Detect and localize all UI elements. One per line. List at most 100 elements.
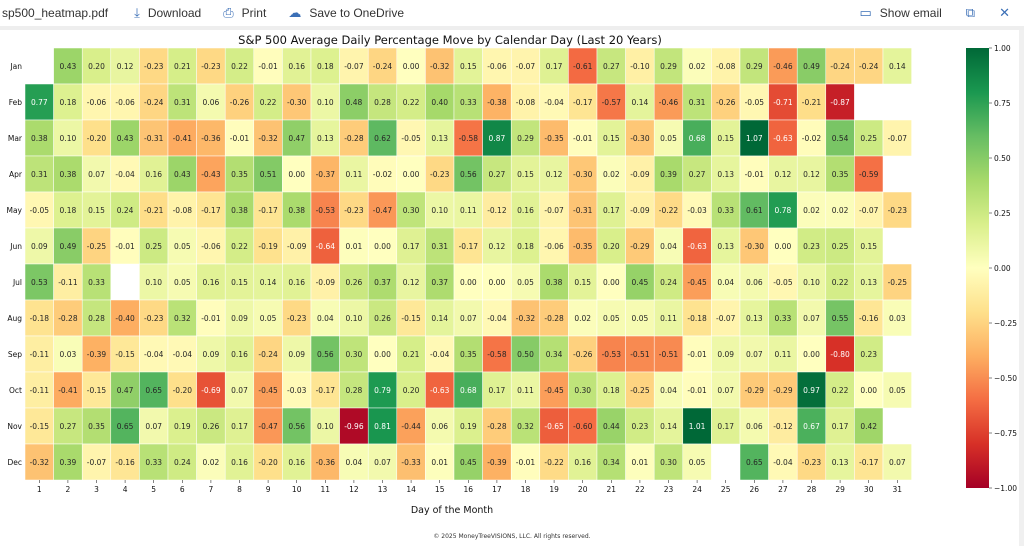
cell-value-label: -0.12 <box>487 206 507 215</box>
cell-value-label: 0.24 <box>174 458 191 467</box>
cell-value-label: 0.56 <box>288 422 305 431</box>
cell-value-label: 0.27 <box>60 422 77 431</box>
heatmap-cell <box>768 299 798 337</box>
show-email-button[interactable]: ▭ Show email <box>859 5 941 21</box>
heatmap-cell <box>253 119 283 157</box>
heatmap-cell <box>196 407 226 445</box>
cell-value-label: -0.01 <box>115 242 135 251</box>
cell-value-label: 0.10 <box>317 98 334 107</box>
cell-value-label: -0.24 <box>144 98 164 107</box>
heatmap-cell <box>339 119 369 157</box>
heatmap-cell <box>568 47 598 85</box>
cell-value-label: 0.51 <box>260 170 277 179</box>
cell-value-label: 0.22 <box>260 98 277 107</box>
heatmap-cell <box>339 47 369 85</box>
heatmap-cell <box>739 335 769 373</box>
heatmap-cell <box>768 119 798 157</box>
cell-value-label: -0.04 <box>173 350 193 359</box>
cell-value-label: 0.17 <box>603 206 620 215</box>
heatmap-cell <box>682 371 712 409</box>
heatmap-cell <box>482 119 512 157</box>
heatmap-cell <box>367 191 398 229</box>
colorbar-tick-label: 1.00 <box>994 44 1011 53</box>
cell-value-label: -0.20 <box>258 458 278 467</box>
cell-value-label: -0.21 <box>144 206 164 215</box>
heatmap-cell <box>682 47 712 85</box>
close-button[interactable]: ✕ <box>999 5 1010 21</box>
heatmap-cell <box>653 299 684 337</box>
heatmap-cell <box>739 155 769 193</box>
cell-value-label: 0.32 <box>517 422 534 431</box>
x-tick-label: 19 <box>549 485 559 494</box>
heatmap-cell <box>711 83 741 121</box>
heatmap-cell <box>482 83 512 121</box>
cell-value-label: -0.32 <box>30 458 50 467</box>
cell-value-label: -0.28 <box>487 422 507 431</box>
popout-button[interactable]: ⧉ <box>966 5 975 21</box>
save-to-onedrive-label: Save to OneDrive <box>309 6 405 20</box>
cell-value-label: 0.47 <box>117 386 134 395</box>
colorbar: 1.00 0.75 0.50 0.25 0.00 −0.25 −0.50 −0.75 −1.00 <box>966 44 1017 493</box>
x-tick-label: 16 <box>464 485 474 494</box>
cell-value-label: -0.59 <box>859 170 879 179</box>
cell-value-label: -0.96 <box>344 422 364 431</box>
cell-value-label: 0.35 <box>231 170 248 179</box>
cell-value-label: 0.35 <box>88 422 105 431</box>
heatmap-cell <box>682 227 712 265</box>
heatmap-cell <box>854 191 884 229</box>
cell-value-label: -0.45 <box>687 278 707 287</box>
cell-value-label: 0.55 <box>832 314 849 323</box>
heatmap-cell <box>825 47 855 85</box>
y-tick-label: Jun <box>9 242 22 251</box>
cell-value-label: -0.63 <box>773 134 793 143</box>
heatmap-cell <box>653 407 684 445</box>
cell-value-label: 0.21 <box>403 350 420 359</box>
cell-value-label: -0.36 <box>201 134 221 143</box>
heatmap-cell <box>625 83 655 121</box>
heatmap-cell <box>711 299 741 337</box>
heatmap-cell <box>854 407 884 445</box>
heatmap-cell <box>396 443 426 481</box>
cell-value-label: -0.26 <box>716 98 736 107</box>
heatmap-cell <box>796 335 827 373</box>
cell-value-label: 0.47 <box>288 134 305 143</box>
cell-value-label: 0.12 <box>403 278 420 287</box>
cell-value-label: 0.33 <box>145 458 162 467</box>
cell-value-label: 0.53 <box>31 278 48 287</box>
heatmap-cell <box>367 155 398 193</box>
cell-value-label: -0.64 <box>316 242 336 251</box>
heatmap-cell <box>282 371 312 409</box>
heatmap-cell <box>625 191 655 229</box>
cell-value-label: -0.15 <box>401 314 421 323</box>
save-to-onedrive-button[interactable]: ☁ Save to OneDrive <box>288 5 404 21</box>
download-button[interactable]: ⤓ Download <box>134 5 201 21</box>
cell-value-label: -0.28 <box>344 134 364 143</box>
heatmap-cell <box>825 119 855 157</box>
x-tick-label: 14 <box>406 485 416 494</box>
heatmap-cell <box>682 335 712 373</box>
cell-value-label: 0.07 <box>374 458 391 467</box>
print-button[interactable]: ⎙ Print <box>223 5 266 21</box>
cell-value-label: -0.32 <box>516 314 536 323</box>
cell-value-label: -0.46 <box>773 62 793 71</box>
cell-value-label: 0.02 <box>689 62 706 71</box>
cell-value-label: 0.22 <box>832 278 849 287</box>
heatmap-cell <box>539 47 569 85</box>
heatmap-cell <box>768 263 798 301</box>
x-tick-label: 21 <box>607 485 617 494</box>
heatmap-cell <box>453 155 483 193</box>
cell-value-label: -0.20 <box>87 134 107 143</box>
cell-value-label: 1.07 <box>746 134 763 143</box>
heatmap-cell <box>596 155 626 193</box>
heatmap-cell <box>396 299 426 337</box>
y-tick-label: Feb <box>9 98 23 107</box>
cell-value-label: -0.25 <box>888 278 908 287</box>
cell-value-label: 0.44 <box>603 422 620 431</box>
x-tick-label: 17 <box>492 485 502 494</box>
cell-value-label: -0.02 <box>373 170 393 179</box>
heatmap-cell <box>510 191 541 229</box>
heatmap-cell <box>768 227 798 265</box>
heatmap-cell <box>224 191 255 229</box>
heatmap-cell <box>196 83 226 121</box>
heatmap-cell <box>53 299 83 337</box>
